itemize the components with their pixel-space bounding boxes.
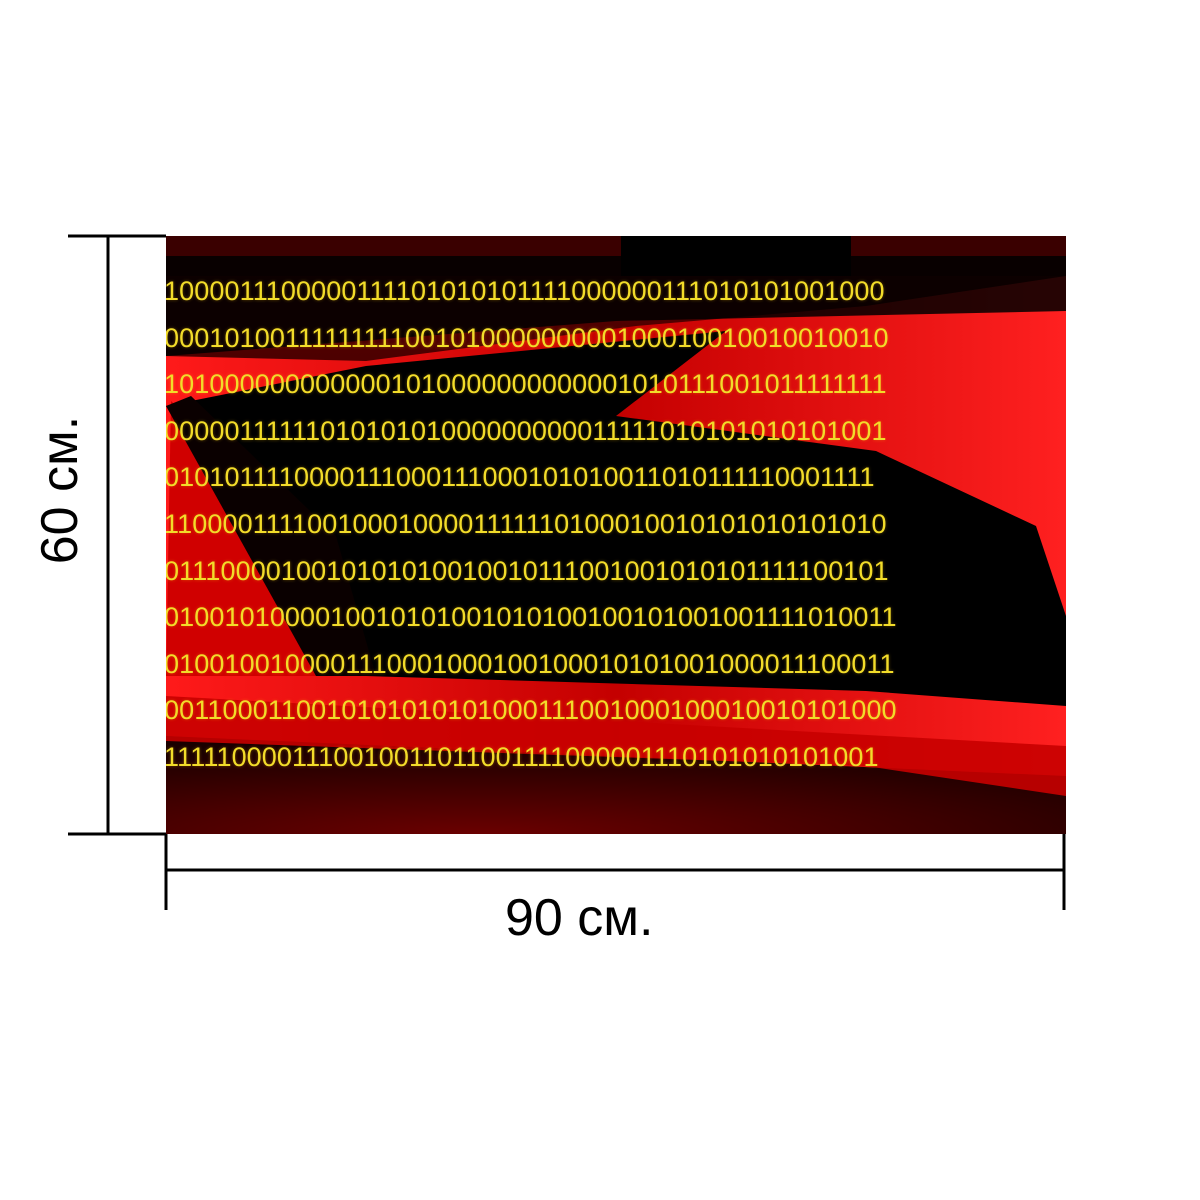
binary-row: 0100100100001110001000100100010101001000…: [166, 648, 895, 679]
red-black-abstract-background: [166, 236, 1066, 834]
binary-row: 0100101000010010101001010100100101001001…: [166, 602, 897, 633]
binary-row: 0000011111101010101000000000011111010101…: [166, 415, 887, 446]
width-label: 90 см.: [505, 889, 654, 947]
product-image: 1000011100000111101010101111000000111010…: [166, 236, 1066, 834]
binary-row: 1000011100000111101010101111000000111010…: [166, 276, 885, 306]
binary-row: 1010000000000001010000000000001010111001…: [166, 369, 887, 400]
height-label: 60 см.: [31, 415, 89, 565]
binary-row: 1100001111001000100001111110100010010101…: [166, 509, 887, 539]
binary-row: 0111000010010101010010010111001001010101…: [166, 555, 889, 586]
binary-row: 0001010011111111100101000000000100010010…: [166, 322, 889, 353]
binary-row: 0011000110010101010101000111001000100010…: [166, 695, 897, 726]
binary-row: 0101011110000111000111000101010011010111…: [166, 462, 875, 493]
binary-row: 1111100001110010011011001111000001110101…: [166, 742, 879, 772]
